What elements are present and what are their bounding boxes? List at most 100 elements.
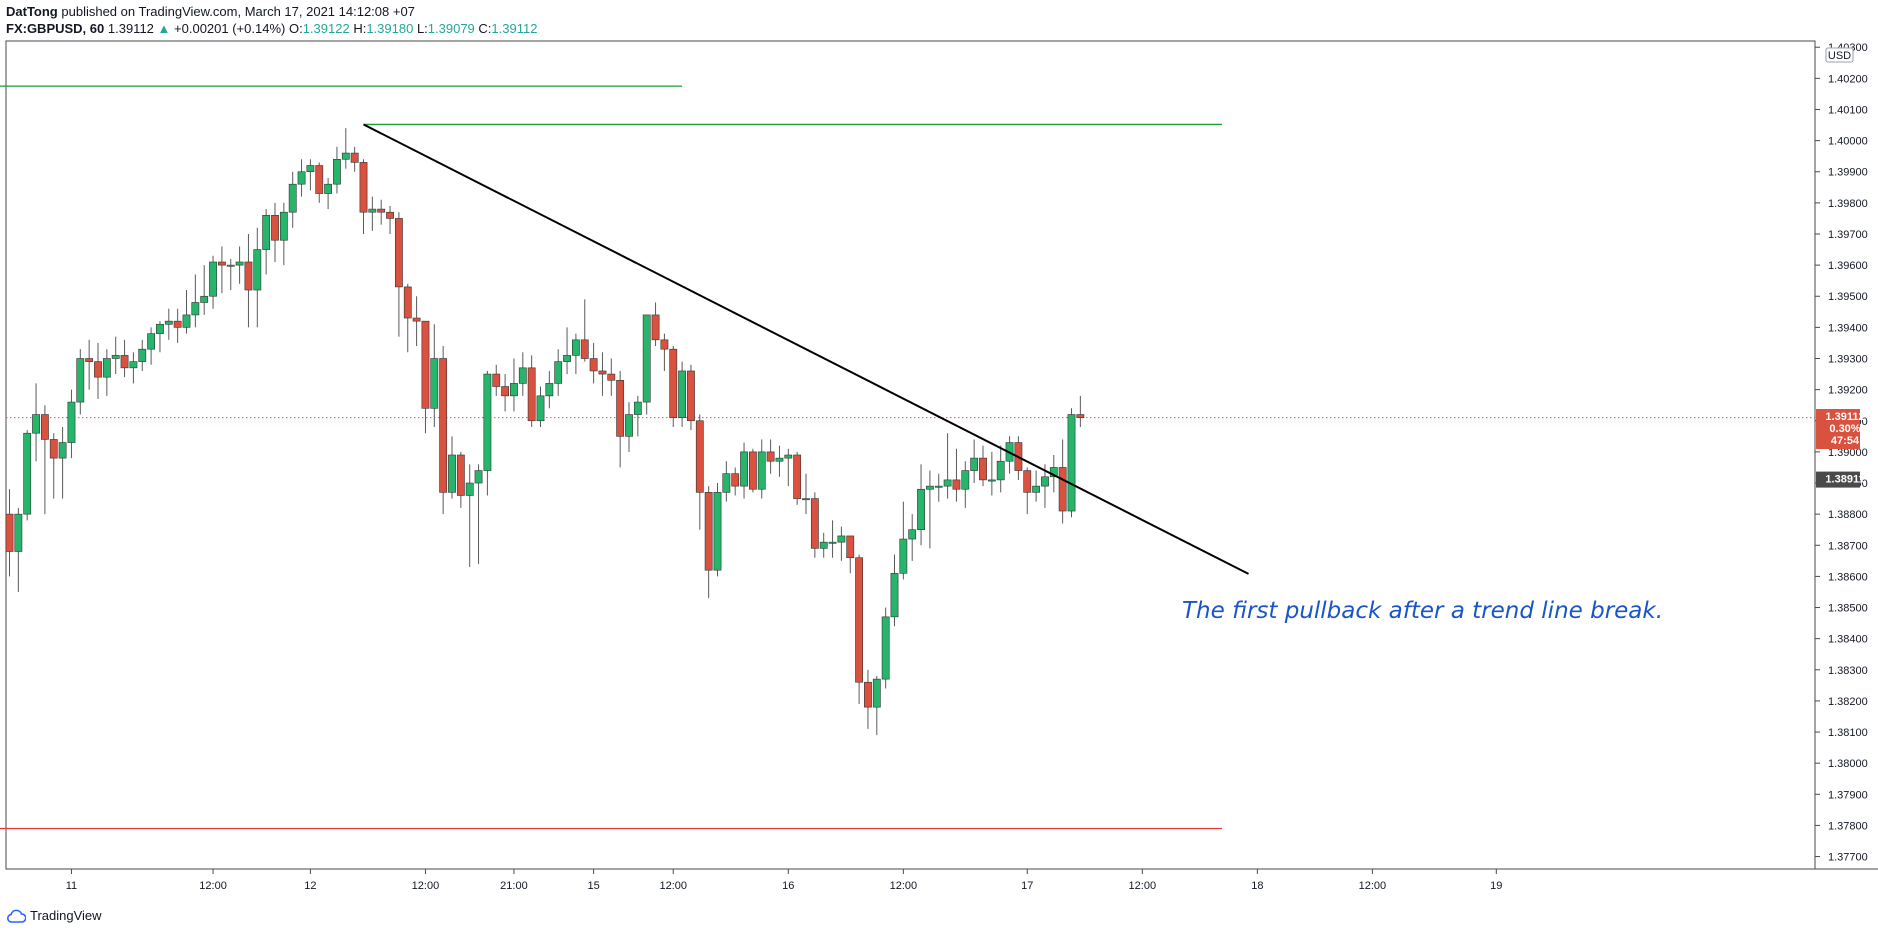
candle-down[interactable] (377, 208, 386, 213)
candle-up[interactable] (111, 355, 120, 359)
candle-down[interactable] (846, 535, 855, 559)
candle-down[interactable] (492, 373, 501, 387)
candle-down[interactable] (864, 681, 872, 708)
footer-brand[interactable]: TradingView (6, 908, 102, 923)
candle-up[interactable] (279, 211, 288, 241)
candle-up[interactable] (483, 373, 492, 471)
candle-down[interactable] (580, 339, 589, 359)
candle-down[interactable] (695, 420, 704, 493)
candle-up[interactable] (333, 158, 341, 185)
candle-up[interactable] (138, 348, 147, 362)
candle-up[interactable] (925, 485, 934, 490)
candle-down[interactable] (421, 320, 430, 409)
candle-up[interactable] (253, 249, 262, 291)
candle-down[interactable] (979, 457, 987, 481)
candle-up[interactable] (102, 358, 111, 378)
candle-up[interactable] (757, 451, 766, 490)
candle-up[interactable] (970, 457, 979, 471)
candle-up[interactable] (625, 414, 633, 437)
candle-down[interactable] (855, 557, 863, 683)
candle-up[interactable] (890, 572, 899, 618)
candle-down[interactable] (501, 386, 509, 397)
candle-up[interactable] (191, 302, 200, 316)
candle-up[interactable] (368, 208, 377, 213)
candle-up[interactable] (987, 479, 996, 482)
candle-up[interactable] (722, 473, 731, 493)
candle-down[interactable] (793, 454, 802, 499)
candle-down[interactable] (271, 215, 279, 241)
candle-up[interactable] (713, 492, 722, 571)
candle-up[interactable] (943, 479, 952, 487)
annotation-text[interactable]: The first pullback after a trend line br… (1182, 598, 1664, 624)
candle-up[interactable] (226, 264, 235, 267)
candle-up[interactable] (288, 183, 297, 213)
candle-down[interactable] (1058, 467, 1067, 512)
candle-down[interactable] (350, 152, 359, 163)
candle-up[interactable] (297, 171, 306, 185)
candle-up[interactable] (156, 323, 164, 334)
candle-up[interactable] (678, 370, 686, 418)
candle-up[interactable] (182, 314, 191, 328)
candle-up[interactable] (147, 333, 155, 350)
candle-down[interactable] (173, 320, 182, 328)
candle-up[interactable] (129, 361, 138, 369)
candle-up[interactable] (262, 215, 271, 250)
candle-down[interactable] (359, 162, 368, 213)
candle-down[interactable] (704, 492, 713, 571)
candle-up[interactable] (14, 513, 23, 552)
candle-down[interactable] (598, 370, 607, 375)
candle-down[interactable] (120, 355, 129, 369)
candle-up[interactable] (996, 460, 1005, 481)
candle-up[interactable] (200, 295, 209, 303)
candle-down[interactable] (439, 358, 448, 493)
candle-up[interactable] (881, 616, 890, 680)
candle-down[interactable] (589, 358, 598, 372)
candle-up[interactable] (642, 314, 651, 403)
candle-up[interactable] (518, 367, 527, 384)
candle-up[interactable] (1067, 414, 1076, 512)
candle-up[interactable] (510, 383, 518, 397)
candle-up[interactable] (545, 383, 554, 397)
candle-down[interactable] (456, 454, 465, 496)
candle-down[interactable] (315, 165, 324, 194)
candle-up[interactable] (209, 261, 217, 297)
candle-up[interactable] (961, 470, 970, 490)
candle-down[interactable] (1076, 414, 1085, 418)
candle-down[interactable] (403, 286, 412, 319)
candle-down[interactable] (40, 414, 49, 440)
candle-up[interactable] (563, 355, 571, 362)
candle-down[interactable] (5, 513, 14, 552)
candle-up[interactable] (872, 678, 881, 708)
current-price-badge[interactable] (1816, 409, 1860, 450)
candle-up[interactable] (324, 183, 332, 194)
candle-up[interactable] (1032, 485, 1040, 493)
candle-up[interactable] (341, 152, 350, 160)
candle-up[interactable] (430, 358, 439, 409)
candle-up[interactable] (164, 320, 173, 325)
symbol-label[interactable]: FX:GBPUSD, 60 (6, 21, 105, 36)
candle-up[interactable] (536, 395, 545, 422)
candle-up[interactable] (306, 165, 315, 173)
candle-up[interactable] (23, 432, 32, 515)
candle-down[interactable] (651, 314, 660, 341)
candle-up[interactable] (32, 414, 40, 434)
candle-up[interactable] (448, 454, 456, 493)
candle-up[interactable] (58, 442, 67, 459)
candle-down[interactable] (731, 473, 740, 487)
candle-down[interactable] (394, 218, 403, 288)
candle-down[interactable] (386, 211, 394, 219)
trend-line[interactable] (363, 123, 1249, 575)
candle-up[interactable] (474, 470, 483, 484)
candle-down[interactable] (244, 261, 253, 291)
candle-down[interactable] (616, 379, 625, 437)
candle-up[interactable] (837, 535, 846, 543)
candle-up[interactable] (775, 457, 784, 462)
candle-up[interactable] (802, 498, 810, 501)
author-name[interactable]: DatTong (6, 4, 58, 19)
candle-down[interactable] (527, 367, 536, 422)
currency-badge[interactable] (1825, 47, 1854, 63)
candle-up[interactable] (740, 451, 748, 487)
candle-up[interactable] (633, 401, 642, 415)
candle-down[interactable] (687, 370, 695, 422)
